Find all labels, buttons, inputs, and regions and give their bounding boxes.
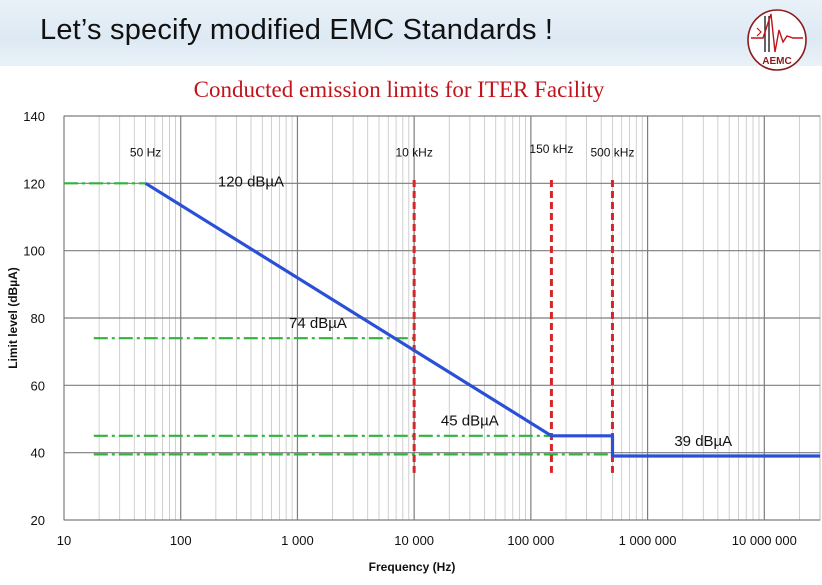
plot-area: 50 Hz 10 kHz 150 kHz 500 kHz 120 dBµA 74 dBµA… bbox=[64, 142, 820, 473]
x-tick-label: 10 000 bbox=[394, 533, 434, 548]
axis-labels: 20 40 60 80 100 120 140 10 100 1 000 10 000 100 000… bbox=[6, 109, 797, 574]
y-tick-label: 120 bbox=[23, 176, 45, 191]
x-axis-label: Frequency (Hz) bbox=[369, 560, 456, 574]
y-tick-label: 40 bbox=[31, 446, 45, 461]
limit-series-line bbox=[144, 181, 820, 458]
slide-title: Let’s specify modified EMC Standards ! bbox=[40, 14, 554, 46]
annotation-label: 39 dBµA bbox=[674, 433, 732, 450]
grid bbox=[63, 115, 821, 521]
chart-title: Conducted emission limits for ITER Facil… bbox=[193, 77, 605, 102]
annotation-label: 74 dBµA bbox=[289, 315, 347, 332]
annotation-label: 500 kHz bbox=[590, 145, 634, 159]
annotation-label: 45 dBµA bbox=[441, 413, 499, 430]
annotation-label: 150 kHz bbox=[529, 142, 573, 156]
x-tick-label: 1 000 000 bbox=[619, 533, 677, 548]
annotation-label: 50 Hz bbox=[130, 145, 161, 159]
emission-limit-chart: 50 Hz 10 kHz 150 kHz 500 kHz 120 dBµA 74 dBµA… bbox=[6, 109, 821, 574]
x-tick-label: 100 bbox=[170, 533, 192, 548]
y-tick-label: 140 bbox=[23, 109, 45, 124]
y-tick-label: 100 bbox=[23, 244, 45, 259]
x-tick-label: 10 bbox=[57, 533, 71, 548]
x-tick-label: 1 000 bbox=[281, 533, 314, 548]
aemc-logo: AEMC bbox=[747, 9, 807, 71]
slide-header: Let’s specify modified EMC Standards ! A… bbox=[0, 0, 822, 71]
x-tick-label: 10 000 000 bbox=[732, 533, 797, 548]
annotation-label: 120 dBµA bbox=[218, 174, 284, 191]
y-axis-label: Limit level (dBµA) bbox=[6, 267, 20, 369]
annotation-label: 10 kHz bbox=[395, 145, 432, 159]
y-tick-label: 80 bbox=[31, 311, 45, 326]
x-tick-label: 100 000 bbox=[507, 533, 554, 548]
y-tick-label: 20 bbox=[31, 513, 45, 528]
svg-text:AEMC: AEMC bbox=[762, 56, 791, 67]
y-tick-label: 60 bbox=[31, 378, 45, 393]
